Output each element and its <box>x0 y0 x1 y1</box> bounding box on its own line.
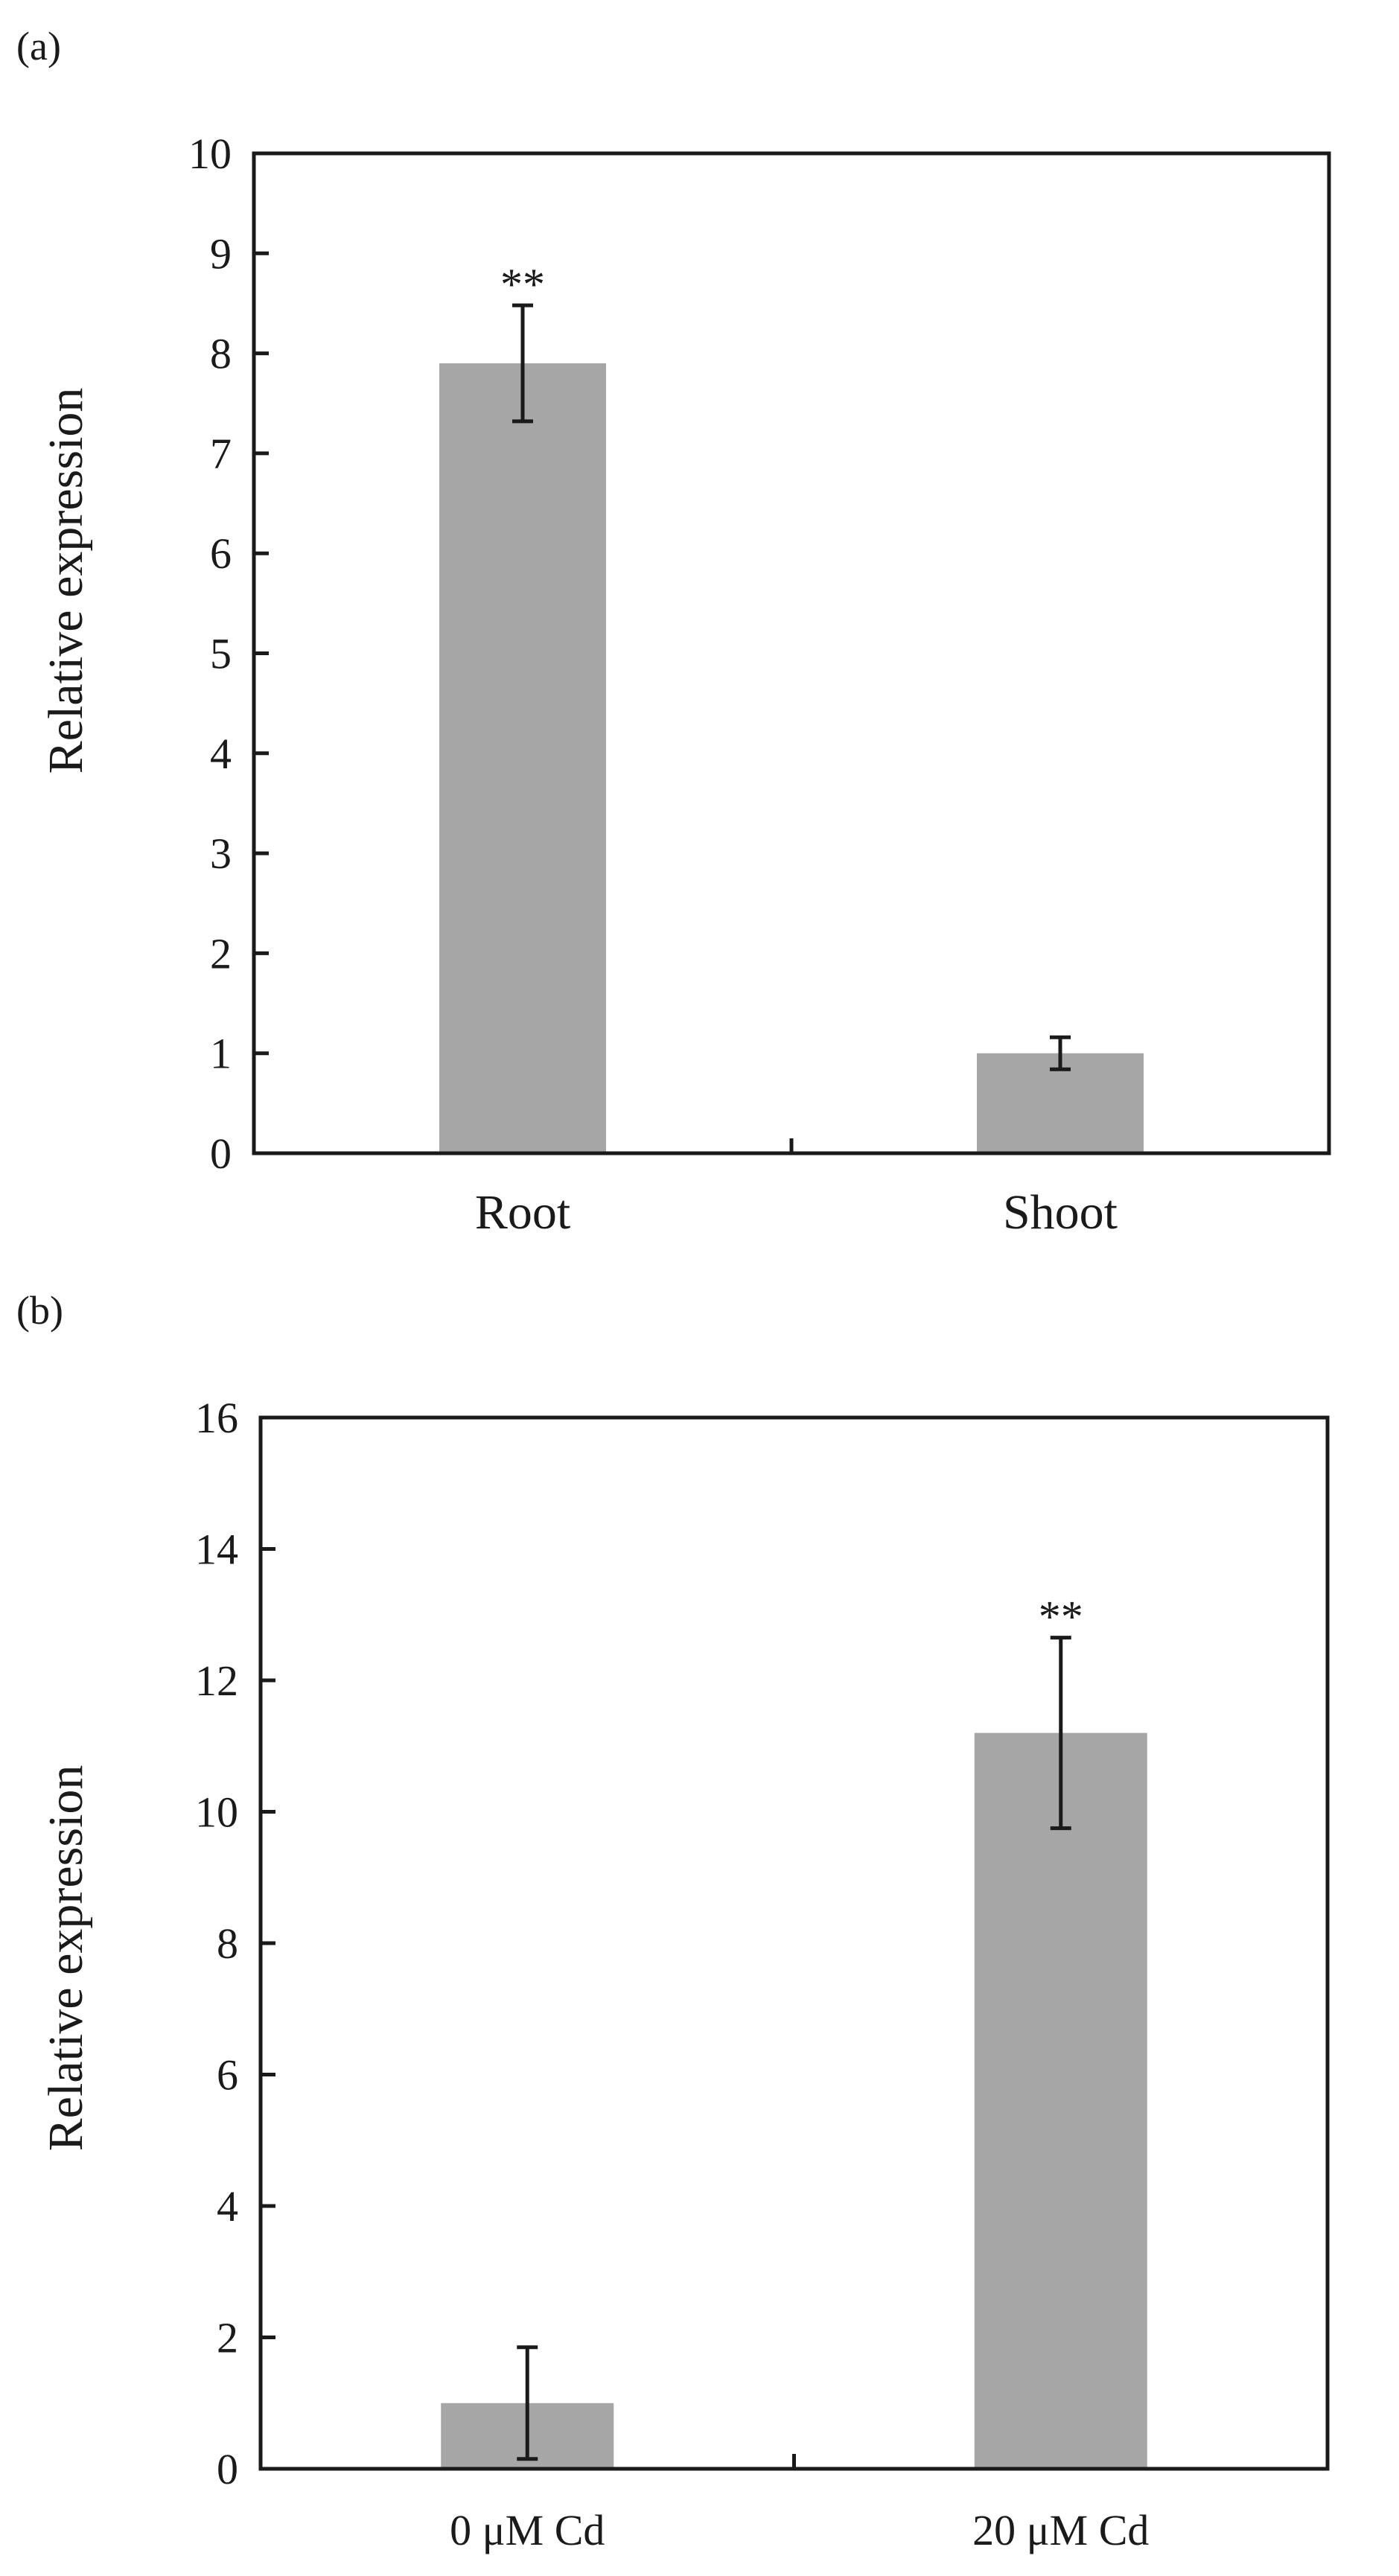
panel-a-plot-frame <box>252 151 1331 1155</box>
y-tick-label: 8 <box>217 1919 238 1968</box>
panel-a-y-ticks: 0 1 2 3 4 5 6 7 8 9 10 <box>188 130 794 1178</box>
y-tick-label: 2 <box>217 2314 238 2362</box>
y-tick-label: 6 <box>217 2051 238 2100</box>
panel-a-label: (a) <box>16 24 61 68</box>
y-tick-label: 12 <box>195 1657 238 1705</box>
panel-b-label: (b) <box>16 1288 63 1333</box>
y-tick-label: 14 <box>195 1525 238 1574</box>
y-tick-label: 10 <box>195 1788 238 1837</box>
y-tick-label: 7 <box>210 430 232 478</box>
panel-b-plot-frame <box>258 1415 1330 2471</box>
y-tick-label: 16 <box>195 1394 238 1442</box>
error-bar <box>512 303 533 424</box>
error-bar <box>1050 1636 1071 1831</box>
y-tick-label: 8 <box>210 330 232 378</box>
y-tick-label: 2 <box>210 929 232 978</box>
category-label: Root <box>475 1185 570 1240</box>
y-tick-label: 4 <box>217 2182 238 2231</box>
panel-a-y-axis-title: Relative expression <box>39 388 93 774</box>
y-tick-label: 10 <box>188 130 232 178</box>
y-tick-label: 4 <box>210 730 232 778</box>
y-tick-label: 0 <box>217 2445 238 2493</box>
error-bar <box>517 2345 538 2461</box>
panel-b-bars: ** <box>441 1593 1147 2469</box>
panel-b-y-axis-title: Relative expression <box>39 1765 93 2152</box>
panel-b-category-labels: 0 μM Cd 20 μM Cd <box>450 2506 1149 2554</box>
y-tick-label: 0 <box>210 1129 232 1178</box>
panel-b: (b) Relative expression 0 2 4 6 8 10 12 14 16 **… <box>16 1288 1330 2554</box>
panel-a-bars: ** <box>439 260 1144 1153</box>
y-tick-label: 9 <box>210 229 232 278</box>
panel-a-category-labels: Root Shoot <box>475 1185 1118 1240</box>
bar <box>439 363 606 1153</box>
category-label: Shoot <box>1003 1185 1118 1240</box>
category-label: 0 μM Cd <box>450 2506 605 2554</box>
significance-label: ** <box>500 260 545 309</box>
panel-b-y-ticks: 0 2 4 6 8 10 12 14 16 <box>195 1394 796 2493</box>
significance-label: ** <box>1039 1593 1083 1642</box>
y-tick-label: 1 <box>210 1030 232 1078</box>
y-tick-label: 6 <box>210 529 232 578</box>
error-bar <box>1050 1035 1071 1071</box>
y-tick-label: 5 <box>210 630 232 678</box>
category-label: 20 μM Cd <box>972 2506 1149 2554</box>
y-tick-label: 3 <box>210 829 232 878</box>
bar <box>974 1732 1147 2469</box>
